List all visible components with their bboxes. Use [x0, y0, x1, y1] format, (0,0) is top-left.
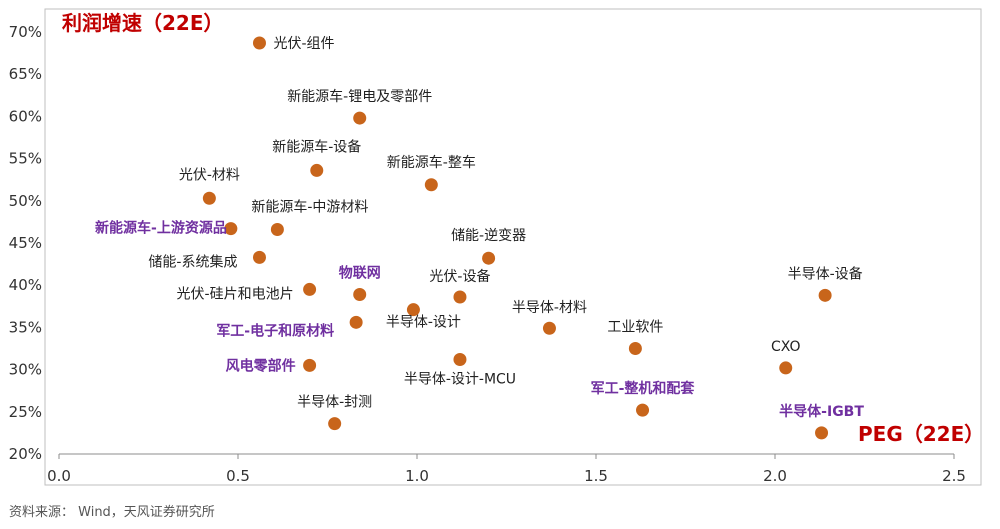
data-point-label: 半导体-IGBT: [779, 403, 864, 420]
data-point-label: 储能-逆变器: [451, 228, 526, 244]
x-tick-label: 0.0: [47, 467, 71, 485]
data-point-label: 光伏-设备: [429, 268, 490, 285]
data-point-label: 半导体-设备: [788, 265, 863, 282]
data-point-label: 半导体-设计: [386, 315, 461, 331]
data-point-marker: [252, 36, 266, 50]
data-point-marker: [252, 250, 266, 264]
y-tick-label: 55%: [9, 150, 42, 168]
y-tick-label: 40%: [9, 276, 42, 294]
data-point-label: 工业软件: [607, 320, 663, 336]
y-tick-label: 35%: [9, 318, 42, 336]
data-point-marker: [818, 288, 832, 302]
data-point-marker: [815, 426, 829, 440]
y-axis: 20% 25% 30% 35% 40% 45% 50% 55% 60% 65% 70%: [9, 23, 42, 463]
data-point-marker: [310, 163, 324, 177]
data-point-marker: [353, 287, 367, 301]
data-point-label: 储能-系统集成: [148, 253, 237, 270]
data-point-label: 军工-整机和配套: [591, 380, 695, 397]
y-tick-label: 25%: [9, 403, 42, 421]
data-point-label: 风电零部件: [226, 357, 296, 374]
data-point-marker: [224, 222, 238, 236]
data-point-label: 新能源车-锂电及零部件: [287, 88, 432, 105]
data-point-label: 物联网: [339, 264, 381, 281]
data-point-label: 新能源车-上游资源品: [95, 220, 227, 237]
data-point-label: 新能源车-设备: [272, 138, 361, 155]
y-tick-label: 70%: [9, 23, 42, 41]
y-tick-label: 60%: [9, 107, 42, 125]
data-point-label: 光伏-组件: [273, 36, 334, 52]
x-axis-title: PEG（22E）: [858, 422, 984, 446]
data-point-marker: [542, 321, 556, 335]
data-point-label: 半导体-材料: [512, 300, 587, 316]
data-point-marker: [406, 303, 420, 317]
data-point-marker: [453, 352, 467, 366]
data-point-label: 半导体-设计-MCU: [404, 371, 516, 387]
data-point-marker: [270, 222, 284, 236]
data-point-label: 光伏-材料: [179, 167, 240, 183]
data-point-label: 光伏-硅片和电池片: [177, 286, 294, 302]
data-point-marker: [303, 358, 317, 372]
data-point-marker: [349, 315, 363, 329]
data-point-marker: [779, 361, 793, 375]
y-tick-label: 20%: [9, 445, 42, 463]
y-tick-label: 50%: [9, 192, 42, 210]
data-point-marker: [424, 178, 438, 192]
data-point-marker: [636, 403, 650, 417]
x-tick-label: 2.5: [942, 467, 966, 485]
data-point-marker: [202, 191, 216, 205]
x-tick-label: 1.0: [405, 467, 429, 485]
x-tick-label: 2.0: [763, 467, 787, 485]
y-axis-title: 利润增速（22E）: [62, 11, 224, 35]
data-point-marker: [628, 342, 642, 355]
data-point-marker: [453, 290, 467, 304]
data-point-marker: [303, 282, 317, 296]
data-point-label: 新能源车-整车: [387, 154, 476, 171]
data-point-label: 新能源车-中游材料: [251, 198, 368, 215]
data-point-marker: [482, 251, 496, 265]
data-point-label: CXO: [771, 339, 801, 355]
source-note: 资料来源： Wind，天风证券研究所: [9, 505, 215, 520]
x-tick-label: 0.5: [226, 467, 250, 485]
data-point-label: 半导体-封测: [297, 395, 372, 411]
y-tick-label: 30%: [9, 361, 42, 379]
y-tick-label: 45%: [9, 234, 42, 252]
x-axis: 0.0 0.5 1.0 1.5 2.0 2.5: [47, 454, 966, 485]
data-point-marker: [328, 417, 342, 431]
chart-border: [44, 8, 982, 486]
data-points: 光伏-组件新能源车-锂电及零部件新能源车-设备新能源车-整车光伏-材料新能源车-…: [95, 36, 864, 440]
y-tick-label: 65%: [9, 65, 42, 83]
data-point-marker: [353, 111, 367, 125]
x-tick-label: 1.5: [584, 467, 608, 485]
data-point-label: 军工-电子和原材料: [216, 322, 334, 339]
